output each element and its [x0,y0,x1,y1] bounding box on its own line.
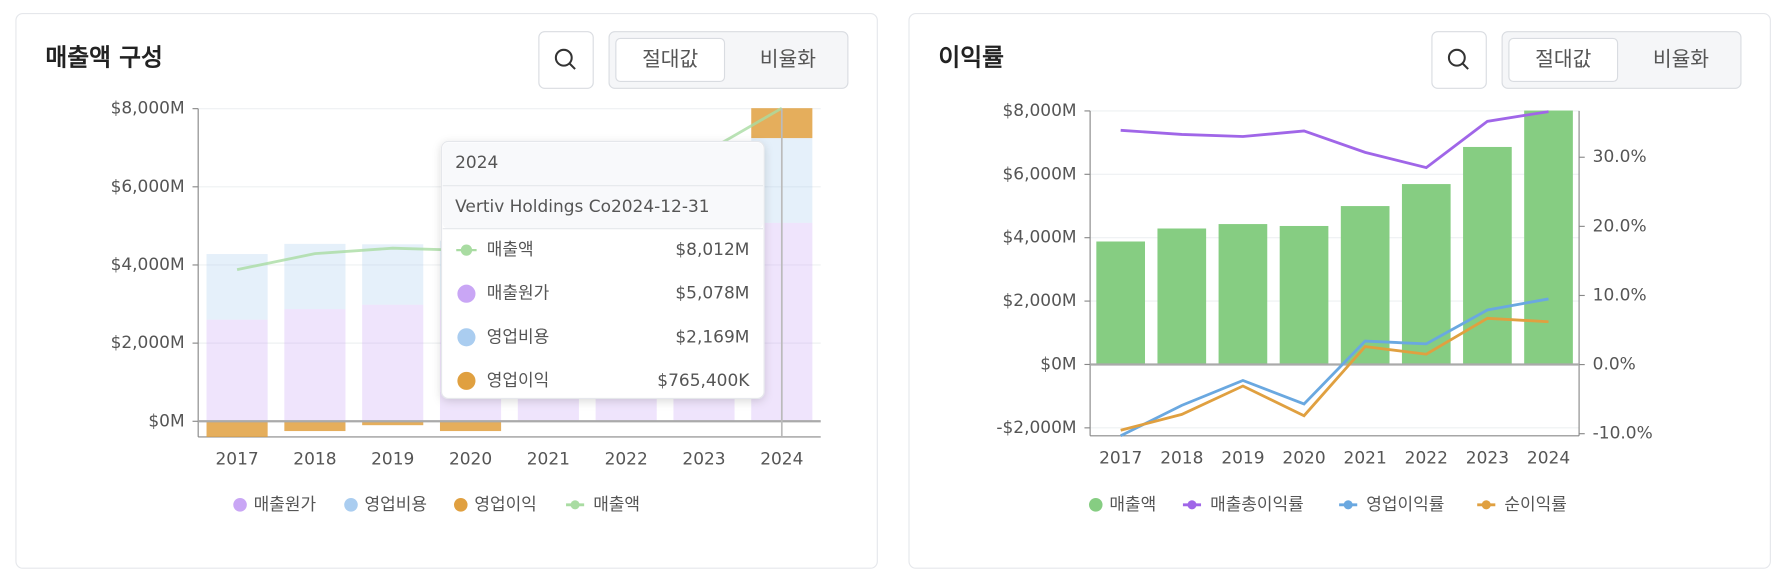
y2-tick-label: -10.0% [1593,424,1653,444]
legend-label[interactable]: 매출액 [1109,495,1156,515]
y-tick-label: $0M [148,411,184,431]
y-tick-label: $2,000M [1003,291,1077,311]
tooltip-value: $5,078M [675,284,749,304]
line [1120,110,1549,170]
search-button[interactable] [1431,31,1487,89]
bar [362,244,424,305]
line [1120,297,1549,438]
y-tick-label: $4,000M [1003,228,1077,248]
x-tick-label: 2019 [1221,448,1264,468]
legend-marker [1187,500,1197,510]
toggle-button[interactable]: 비율화 [760,47,816,71]
bar [362,421,424,426]
bar [1157,228,1207,365]
y2-tick-label: 0.0% [1593,355,1636,375]
bar [362,304,424,422]
legend-label[interactable]: 영업이익 [474,495,536,515]
y-tick-label: -$2,000M [996,418,1076,438]
tooltip-name: 영업비용 [487,327,549,347]
legend-marker [344,498,358,512]
tooltip-name: 매출액 [487,240,534,260]
toggle-button[interactable]: 절대값 [642,47,698,71]
toggle-button[interactable]: 비율화 [1653,47,1709,71]
bar [206,421,268,437]
legend-label[interactable]: 영업비용 [365,495,427,515]
bar [1218,224,1268,365]
x-tick-label: 2020 [449,450,492,470]
toggle-button[interactable]: 절대값 [1535,47,1591,71]
tooltip-title: 2024 [455,153,498,173]
y2-tick-label: 10.0% [1593,285,1647,305]
bar [1340,206,1390,365]
tooltip-value: $8,012M [675,240,749,260]
bar [1463,146,1512,365]
bar [284,421,346,432]
legend-label[interactable]: 매출총이익률 [1210,495,1304,515]
legend-marker [570,500,580,510]
x-tick-label: 2017 [1099,448,1142,468]
tooltip-value: $2,169M [675,327,749,347]
tooltip-marker [460,244,473,256]
search-icon [1447,48,1466,67]
x-tick-label: 2018 [293,450,336,470]
tooltip-subtitle: Vertiv Holdings Co2024-12-31 [455,197,709,217]
x-tick-label: 2019 [371,450,414,470]
legend-marker [453,498,468,512]
x-tick-label: 2022 [605,450,648,470]
y-tick-label: $6,000M [1003,164,1077,184]
x-tick-label: 2020 [1282,448,1325,468]
y-tick-label: $6,000M [111,177,185,197]
x-tick-label: 2018 [1160,448,1203,468]
tooltip-name: 영업이익 [487,371,549,391]
chart-title: 이익률 [938,43,1004,71]
tooltip-name: 매출원가 [487,284,550,304]
y-tick-label: $2,000M [111,333,185,353]
bar [439,421,502,432]
legend-label[interactable]: 매출액 [593,495,640,515]
x-tick-label: 2017 [215,450,258,470]
tooltip-value: $765,400K [657,371,750,391]
legend-label[interactable]: 매출원가 [254,495,317,515]
search-button[interactable] [538,31,594,89]
legend-marker [233,498,247,512]
bar [206,319,268,422]
tooltip-marker [457,284,476,303]
tooltip-marker [457,328,476,347]
y-tick-label: $4,000M [111,255,185,275]
bar [1524,110,1573,365]
x-tick-label: 2021 [527,450,570,470]
search-icon [1461,62,1469,70]
legend-label[interactable]: 영업이익률 [1366,495,1444,515]
y2-tick-label: 20.0% [1593,216,1647,236]
x-tick-label: 2021 [1344,448,1387,468]
bar [1096,241,1146,365]
y2-tick-label: 30.0% [1593,147,1647,167]
legend-marker [1343,500,1353,510]
y-tick-label: $0M [1040,354,1076,374]
x-tick-label: 2023 [1466,448,1509,468]
bar [1401,184,1451,365]
x-tick-label: 2024 [1527,448,1570,468]
tooltip-marker [457,371,476,390]
search-icon [568,62,576,70]
legend-label[interactable]: 순이익률 [1504,495,1566,515]
line [1120,316,1549,432]
x-tick-label: 2022 [1405,448,1448,468]
bar [1279,225,1329,365]
toggle-selected[interactable] [1508,37,1619,83]
y-tick-label: $8,000M [111,99,185,119]
toggle-selected[interactable] [615,37,726,83]
search-icon [554,48,573,67]
legend-marker [1088,498,1103,512]
chart-title: 매출액 구성 [45,43,163,71]
x-tick-label: 2024 [760,450,803,470]
legend-marker [1481,500,1491,510]
bar [284,309,346,422]
x-tick-label: 2023 [682,450,725,470]
y-tick-label: $8,000M [1003,101,1077,121]
